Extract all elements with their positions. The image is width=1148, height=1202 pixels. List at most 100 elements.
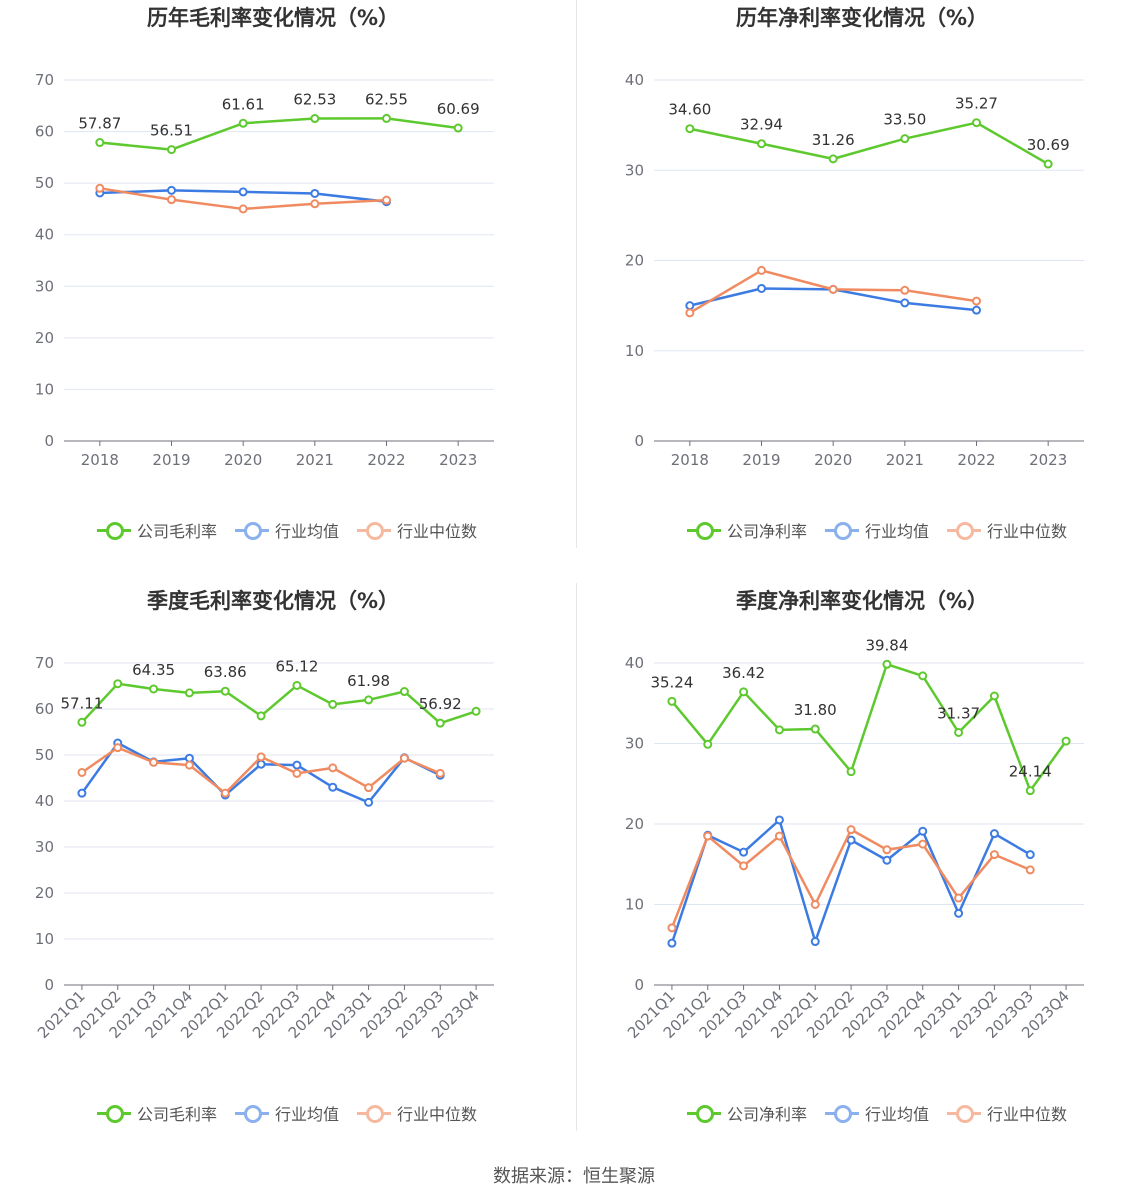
data-point-company[interactable] [810,724,820,734]
data-point-avg[interactable] [918,826,928,836]
legend-item-company[interactable]: 公司净利率 [686,518,807,542]
data-point-company[interactable] [184,688,194,698]
legend-item-avg[interactable]: 行业均值 [234,1101,339,1125]
data-point-avg[interactable] [972,305,981,315]
data-point-median[interactable] [435,768,445,778]
legend-item-median[interactable]: 行业中位数 [357,1101,477,1125]
data-point-company[interactable] [1061,736,1071,746]
data-point-avg[interactable] [667,938,677,948]
data-point-company[interactable] [774,725,784,735]
data-point-company[interactable] [846,767,856,777]
data-point-avg[interactable] [292,760,302,770]
data-point-company[interactable] [685,124,695,134]
legend-item-company[interactable]: 公司净利率 [686,1101,807,1125]
data-point-median[interactable] [954,893,964,903]
data-point-median[interactable] [184,760,194,770]
data-point-median[interactable] [972,296,981,306]
data-point-avg[interactable] [739,847,749,857]
legend-item-median[interactable]: 行业中位数 [947,518,1067,542]
data-point-median[interactable] [918,839,928,849]
data-point-median[interactable] [292,768,302,778]
data-point-avg[interactable] [364,797,374,807]
data-point-company[interactable] [435,718,445,728]
data-point-company[interactable] [703,739,713,749]
data-point-company[interactable] [149,684,159,694]
data-point-median[interactable] [703,831,713,841]
data-point-median[interactable] [828,284,838,294]
data-point-company[interactable] [882,659,892,669]
data-point-avg[interactable] [238,187,248,197]
data-point-avg[interactable] [77,788,87,798]
data-point-median[interactable] [238,204,248,214]
data-point-company[interactable] [471,706,481,716]
legend-item-avg[interactable]: 行业均值 [824,518,929,542]
data-point-company[interactable] [667,696,677,706]
data-point-median[interactable] [667,923,677,933]
data-point-avg[interactable] [256,759,266,769]
data-point-median[interactable] [399,753,409,763]
data-point-company[interactable] [972,118,981,128]
data-point-median[interactable] [882,845,892,855]
data-point-company[interactable] [739,687,749,697]
data-point-avg[interactable] [846,835,856,845]
data-point-median[interactable] [77,767,87,777]
data-point-company[interactable] [989,691,999,701]
legend-item-company[interactable]: 公司毛利率 [96,518,217,542]
data-point-company[interactable] [1043,159,1053,169]
data-point-company[interactable] [292,680,302,690]
data-point-median[interactable] [95,183,105,193]
data-point-avg[interactable] [685,301,695,311]
legend-item-median[interactable]: 行业中位数 [357,518,477,542]
data-point-avg[interactable] [328,782,338,792]
data-point-median[interactable] [220,788,230,798]
data-point-company[interactable] [256,711,266,721]
data-point-median[interactable] [310,199,320,209]
legend-item-avg[interactable]: 行业均值 [824,1101,929,1125]
data-point-median[interactable] [328,763,338,773]
data-point-median[interactable] [774,831,784,841]
data-point-company[interactable] [828,154,838,164]
data-point-median[interactable] [1025,865,1035,875]
data-point-company[interactable] [310,114,320,124]
data-point-avg[interactable] [810,937,820,947]
data-point-median[interactable] [149,757,159,767]
data-point-company[interactable] [113,679,123,689]
data-point-avg[interactable] [900,298,910,308]
data-point-avg[interactable] [310,188,320,198]
data-point-avg[interactable] [882,855,892,865]
data-point-avg[interactable] [167,185,176,195]
data-point-median[interactable] [685,308,695,318]
data-point-median[interactable] [167,195,176,205]
data-point-median[interactable] [739,861,749,871]
data-point-median[interactable] [757,265,766,275]
data-point-median[interactable] [256,752,266,762]
data-point-company[interactable] [328,699,338,709]
data-point-avg[interactable] [774,815,784,825]
data-point-company[interactable] [382,113,391,123]
data-point-company[interactable] [918,671,928,681]
data-point-median[interactable] [989,850,999,860]
data-point-company[interactable] [900,134,910,144]
legend-item-company[interactable]: 公司毛利率 [96,1101,217,1125]
data-point-avg[interactable] [954,908,964,918]
data-point-median[interactable] [846,825,856,835]
data-point-company[interactable] [238,118,248,128]
data-point-company[interactable] [399,687,409,697]
data-point-company[interactable] [757,139,766,149]
data-point-median[interactable] [113,743,123,753]
data-point-company[interactable] [954,727,964,737]
data-point-company[interactable] [453,123,463,133]
data-point-company[interactable] [95,138,105,148]
data-point-company[interactable] [364,695,374,705]
data-point-avg[interactable] [1025,850,1035,860]
data-point-median[interactable] [810,900,820,909]
data-point-company[interactable] [77,717,87,727]
data-point-company[interactable] [220,686,230,696]
data-point-median[interactable] [382,195,391,205]
data-point-company[interactable] [167,145,176,155]
data-point-median[interactable] [900,285,910,295]
legend-item-median[interactable]: 行业中位数 [947,1101,1067,1125]
data-point-median[interactable] [364,783,374,793]
data-point-company[interactable] [1025,786,1035,796]
data-point-avg[interactable] [757,283,766,293]
